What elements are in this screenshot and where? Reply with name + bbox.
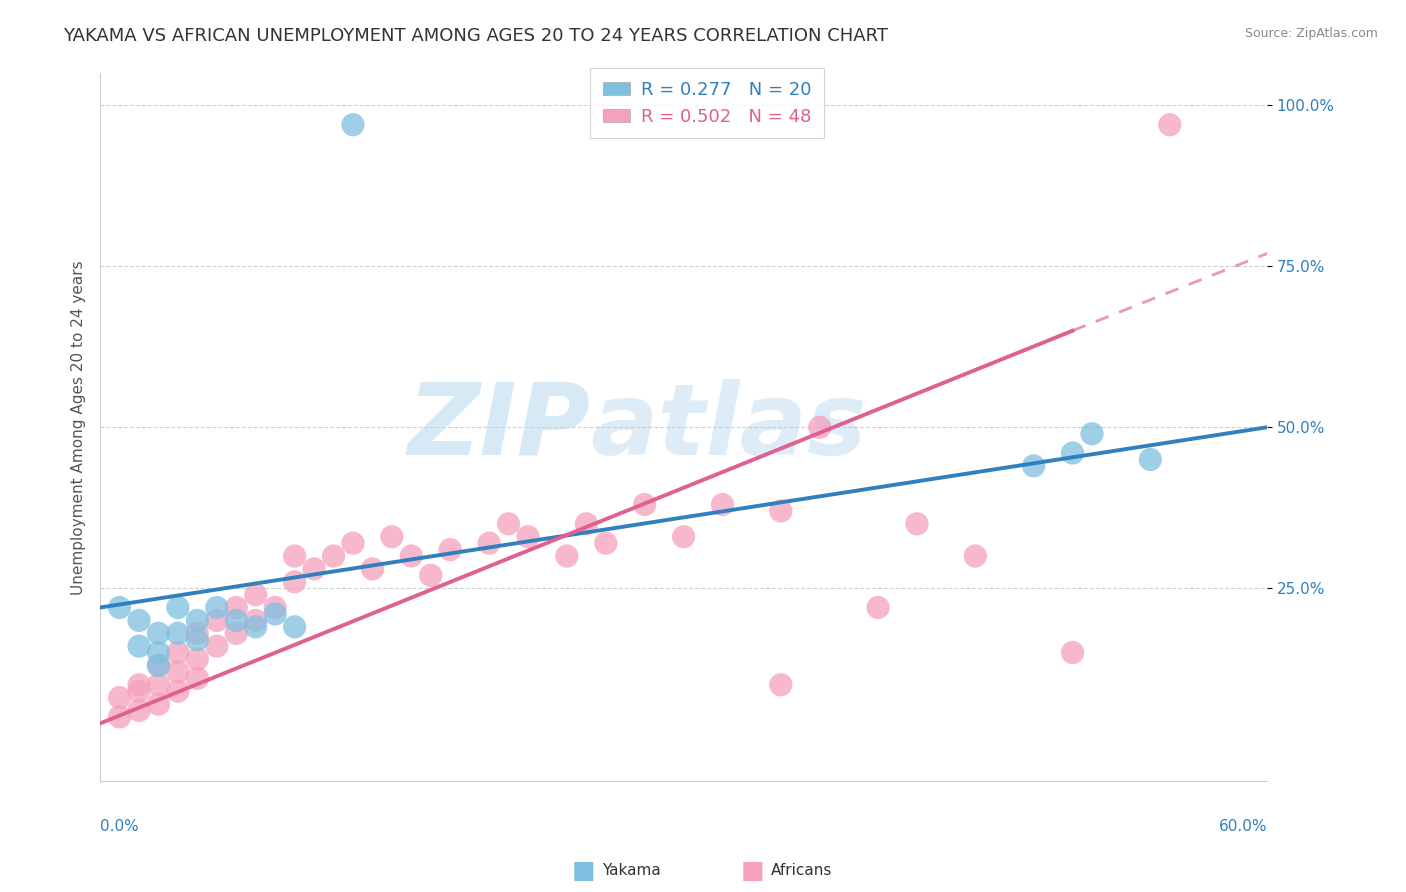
Point — [1022, 458, 1045, 473]
Point — [205, 600, 228, 615]
Point — [245, 614, 267, 628]
Point — [769, 504, 792, 518]
Point — [108, 600, 131, 615]
Point — [1139, 452, 1161, 467]
Point — [672, 530, 695, 544]
Point — [205, 639, 228, 653]
Point — [284, 620, 307, 634]
Text: ■: ■ — [741, 859, 763, 882]
Point — [905, 516, 928, 531]
Text: Yakama: Yakama — [602, 863, 661, 878]
Point — [342, 536, 364, 550]
Point — [108, 710, 131, 724]
Point — [148, 678, 170, 692]
Legend: R = 0.277   N = 20, R = 0.502   N = 48: R = 0.277 N = 20, R = 0.502 N = 48 — [591, 68, 824, 138]
Point — [498, 516, 520, 531]
Point — [517, 530, 540, 544]
Text: atlas: atlas — [591, 379, 866, 475]
Point — [186, 626, 208, 640]
Point — [167, 684, 190, 698]
Text: ■: ■ — [572, 859, 595, 882]
Point — [128, 639, 150, 653]
Point — [808, 420, 831, 434]
Point — [186, 614, 208, 628]
Point — [264, 607, 287, 621]
Point — [148, 646, 170, 660]
Text: 60.0%: 60.0% — [1219, 819, 1267, 834]
Point — [769, 678, 792, 692]
Point — [148, 658, 170, 673]
Text: 0.0%: 0.0% — [100, 819, 139, 834]
Point — [186, 671, 208, 685]
Text: ZIP: ZIP — [408, 379, 591, 475]
Point — [128, 704, 150, 718]
Point — [245, 588, 267, 602]
Point — [225, 626, 247, 640]
Point — [128, 614, 150, 628]
Point — [1159, 118, 1181, 132]
Point — [555, 549, 578, 563]
Text: Africans: Africans — [770, 863, 832, 878]
Point — [264, 600, 287, 615]
Point — [148, 697, 170, 711]
Point — [108, 690, 131, 705]
Point — [381, 530, 404, 544]
Point — [302, 562, 325, 576]
Point — [965, 549, 987, 563]
Point — [322, 549, 344, 563]
Point — [186, 632, 208, 647]
Point — [284, 549, 307, 563]
Point — [128, 684, 150, 698]
Point — [225, 614, 247, 628]
Point — [167, 626, 190, 640]
Point — [148, 626, 170, 640]
Text: Source: ZipAtlas.com: Source: ZipAtlas.com — [1244, 27, 1378, 40]
Y-axis label: Unemployment Among Ages 20 to 24 years: Unemployment Among Ages 20 to 24 years — [72, 260, 86, 595]
Point — [595, 536, 617, 550]
Point — [478, 536, 501, 550]
Point — [439, 542, 461, 557]
Point — [245, 620, 267, 634]
Point — [186, 652, 208, 666]
Point — [342, 118, 364, 132]
Point — [1062, 646, 1084, 660]
Point — [1081, 426, 1104, 441]
Text: YAKAMA VS AFRICAN UNEMPLOYMENT AMONG AGES 20 TO 24 YEARS CORRELATION CHART: YAKAMA VS AFRICAN UNEMPLOYMENT AMONG AGE… — [63, 27, 889, 45]
Point — [634, 498, 657, 512]
Point — [361, 562, 384, 576]
Point — [868, 600, 890, 615]
Point — [225, 600, 247, 615]
Point — [575, 516, 598, 531]
Point — [711, 498, 734, 512]
Point — [167, 600, 190, 615]
Point — [401, 549, 423, 563]
Point — [1062, 446, 1084, 460]
Point — [419, 568, 441, 582]
Point — [167, 665, 190, 679]
Point — [167, 646, 190, 660]
Point — [284, 574, 307, 589]
Point — [205, 614, 228, 628]
Point — [128, 678, 150, 692]
Point — [148, 658, 170, 673]
